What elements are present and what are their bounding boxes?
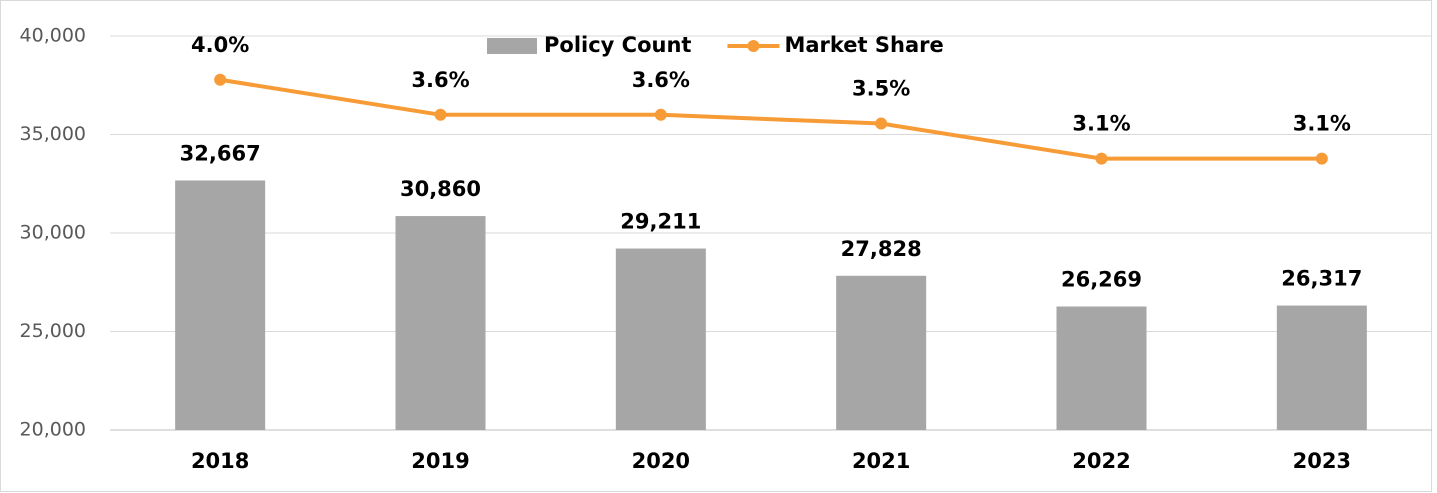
legend-label: Policy Count [544, 33, 691, 57]
bar [1276, 305, 1367, 430]
line-marker [434, 108, 447, 121]
line-marker [654, 108, 667, 121]
x-tick-label: 2022 [1072, 449, 1130, 473]
x-tick-label: 2019 [411, 449, 469, 473]
data-label: 26,269 [1061, 268, 1142, 292]
data-label: 27,828 [841, 237, 922, 261]
x-tick-label: 2018 [191, 449, 249, 473]
data-label: 3.1% [1293, 112, 1351, 136]
line-marker [214, 73, 227, 86]
line-marker [875, 117, 888, 130]
bar [615, 248, 706, 430]
y-tick-label: 35,000 [20, 123, 86, 145]
data-label: 3.6% [632, 68, 690, 92]
bar [175, 180, 266, 430]
data-label: 32,667 [180, 141, 261, 165]
y-tick-label: 20,000 [20, 419, 86, 441]
data-label: 3.5% [852, 77, 910, 101]
legend-swatch-marker [747, 40, 760, 52]
data-label: 4.0% [191, 33, 249, 57]
data-label: 26,317 [1281, 267, 1362, 291]
bar [1056, 306, 1147, 430]
y-tick-label: 30,000 [20, 222, 86, 244]
x-tick-label: 2021 [852, 449, 910, 473]
x-tick-label: 2020 [632, 449, 690, 473]
y-tick-label: 40,000 [20, 25, 86, 47]
bar [395, 216, 486, 430]
bar [836, 275, 927, 430]
data-label: 3.1% [1072, 112, 1130, 136]
data-label: 29,211 [620, 210, 701, 234]
line [219, 77, 1322, 161]
line-marker [1095, 152, 1108, 165]
line-marker [1315, 152, 1328, 165]
data-label: 3.6% [411, 68, 469, 92]
y-tick-label: 25,000 [20, 320, 86, 342]
legend-label: Market Share [784, 33, 943, 57]
x-tick-label: 2023 [1293, 449, 1351, 473]
legend-swatch [487, 38, 537, 54]
data-label: 30,860 [400, 177, 481, 201]
